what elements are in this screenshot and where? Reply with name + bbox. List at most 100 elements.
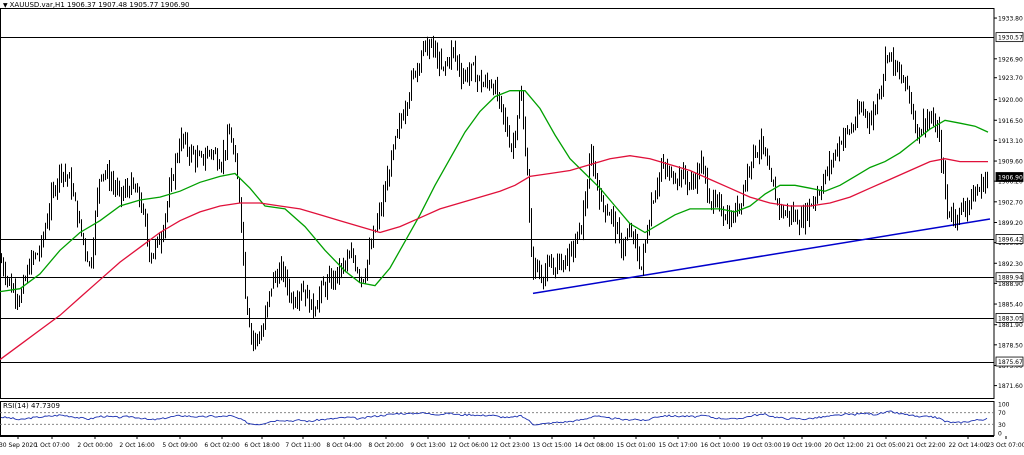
candle-body [441, 58, 442, 68]
candle-body [573, 246, 574, 252]
time-tick-label: 14 Oct 08:00 [574, 442, 613, 449]
price-axis: 1933.80 1926.90 1923.70 1920.00 1916.50 1913.… [994, 16, 1024, 390]
candle-body [533, 256, 534, 271]
candle-body [759, 149, 760, 155]
candle-body [691, 181, 692, 184]
time-tick-label: 6 Oct 18:00 [244, 442, 279, 449]
time-tick-label: 12 Oct 23:00 [490, 442, 529, 449]
candle-body [105, 174, 106, 176]
candle-body [839, 142, 840, 153]
candle-body [409, 95, 410, 105]
candle-body [851, 128, 852, 133]
candle-body [607, 213, 608, 215]
candle-body [655, 193, 656, 202]
candle-body [479, 76, 480, 78]
candle-body [733, 216, 734, 220]
candle-body [791, 211, 792, 218]
candle-body [829, 161, 830, 173]
candle-body [169, 187, 170, 204]
time-tick-label: 19 Oct 19:00 [782, 442, 821, 449]
candle-body [451, 48, 452, 62]
level-price-label: 1875.67 [998, 359, 1023, 366]
candle-body [175, 159, 176, 180]
candle-body [701, 160, 702, 173]
candle-body [139, 188, 140, 201]
candle-body [327, 280, 328, 292]
candle-body [49, 211, 50, 222]
candle-body [977, 191, 978, 193]
candle-body [729, 214, 730, 226]
candle-body [587, 187, 588, 201]
candle-body [299, 294, 300, 301]
candle-body [943, 163, 944, 169]
candle-body [321, 283, 322, 294]
candle-body [55, 188, 56, 193]
candle-body [681, 171, 682, 180]
level-price-label-box [995, 272, 1024, 283]
candle-body [911, 96, 912, 109]
candle-body [301, 291, 302, 295]
candle-body [437, 50, 438, 66]
candle-body [501, 97, 502, 105]
candle-body [457, 57, 458, 62]
candle-body [371, 245, 372, 248]
candle-body [397, 130, 398, 137]
candle-body [653, 201, 654, 203]
candle-body [413, 71, 414, 77]
candle-body [941, 137, 942, 164]
level-price-label-box [995, 32, 1024, 43]
candle-body [275, 275, 276, 278]
candle-body [599, 186, 600, 202]
candle-body [19, 299, 20, 302]
candle-body [717, 200, 718, 202]
candle-body [101, 175, 102, 180]
candle-body [209, 151, 210, 153]
candle-body [949, 211, 950, 217]
candle-body [63, 172, 64, 177]
candle-body [769, 164, 770, 170]
candle-body [925, 118, 926, 128]
symbol-label: XAUUSD.var,H1 [9, 1, 65, 9]
candle-body [577, 231, 578, 244]
candle-body [233, 142, 234, 152]
candle-body [857, 109, 858, 123]
candle-body [129, 189, 130, 194]
candle-body [555, 267, 556, 273]
horizontal-levels [0, 37, 994, 363]
candle-body [407, 104, 408, 110]
candle-body [933, 117, 934, 122]
price-tick-label: 1899.20 [998, 220, 1023, 227]
candles-layer [1, 35, 988, 352]
candle-body [849, 130, 850, 133]
price-tick-label: 1916.50 [998, 118, 1023, 125]
candle-body [637, 242, 638, 256]
candle-body [511, 145, 512, 149]
candle-body [863, 106, 864, 112]
candle-body [199, 155, 200, 157]
candle-body [937, 126, 938, 132]
candle-body [795, 214, 796, 219]
candle-body [197, 155, 198, 163]
time-tick-label: 13 Oct 15:00 [532, 442, 571, 449]
candle-body [543, 279, 544, 281]
time-tick-label: 21 Oct 05:00 [866, 442, 905, 449]
price-tick-label: 1933.80 [998, 16, 1023, 23]
candle-body [915, 117, 916, 131]
candle-body [313, 299, 314, 312]
candle-body [277, 277, 278, 283]
candle-body [505, 115, 506, 123]
candle-body [845, 130, 846, 138]
candle-body [617, 226, 618, 234]
candle-body [747, 170, 748, 185]
candle-body [589, 163, 590, 188]
candle-body [595, 170, 596, 174]
symbol-dropdown-icon[interactable]: ▼ [3, 2, 8, 9]
candle-body [41, 238, 42, 253]
candle-body [211, 151, 212, 154]
candle-body [647, 233, 648, 241]
candle-body [419, 65, 420, 67]
candle-body [531, 212, 532, 257]
candle-body [715, 196, 716, 202]
candle-body [389, 176, 390, 178]
